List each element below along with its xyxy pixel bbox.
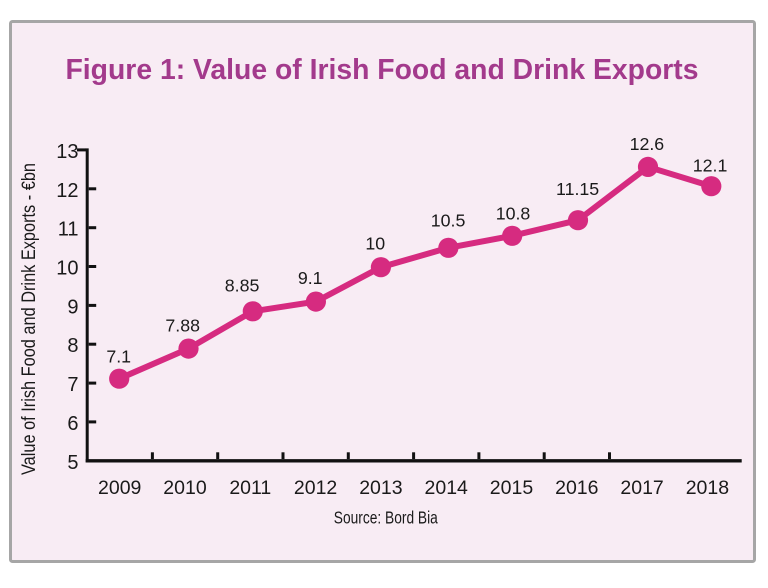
svg-text:2010: 2010	[163, 477, 207, 499]
svg-text:11: 11	[58, 219, 79, 241]
svg-text:2014: 2014	[425, 477, 469, 499]
svg-text:12: 12	[56, 180, 78, 202]
svg-text:10.5: 10.5	[431, 211, 466, 231]
svg-text:10: 10	[56, 258, 78, 280]
svg-text:8: 8	[67, 335, 78, 357]
svg-text:12.1: 12.1	[693, 156, 728, 176]
svg-text:7.1: 7.1	[106, 346, 131, 366]
svg-text:6: 6	[67, 413, 78, 435]
svg-text:5: 5	[67, 452, 78, 474]
svg-text:2012: 2012	[294, 477, 337, 499]
svg-text:2015: 2015	[490, 477, 534, 499]
svg-text:8.85: 8.85	[225, 275, 260, 295]
svg-text:7: 7	[67, 374, 78, 396]
svg-text:10.8: 10.8	[496, 204, 531, 224]
svg-text:9.1: 9.1	[298, 268, 323, 288]
svg-text:9: 9	[67, 296, 78, 318]
svg-text:Figure 1: Value of Irish Food: Figure 1: Value of Irish Food and Drink …	[66, 54, 699, 86]
svg-text:13: 13	[56, 141, 78, 163]
svg-text:2013: 2013	[359, 477, 402, 499]
svg-text:2017: 2017	[620, 477, 663, 499]
svg-text:2009: 2009	[98, 477, 141, 499]
svg-text:12.6: 12.6	[630, 134, 665, 154]
svg-text:2011: 2011	[229, 477, 271, 499]
svg-text:2016: 2016	[555, 477, 598, 499]
svg-text:7.88: 7.88	[165, 315, 200, 335]
svg-text:2018: 2018	[686, 477, 729, 499]
svg-text:10: 10	[365, 234, 385, 254]
svg-text:11.15: 11.15	[556, 179, 599, 199]
svg-text:Source: Bord Bia: Source: Bord Bia	[334, 508, 438, 528]
svg-text:Value of Irish Food and Drink: Value of Irish Food and Drink Exports - …	[19, 163, 40, 475]
